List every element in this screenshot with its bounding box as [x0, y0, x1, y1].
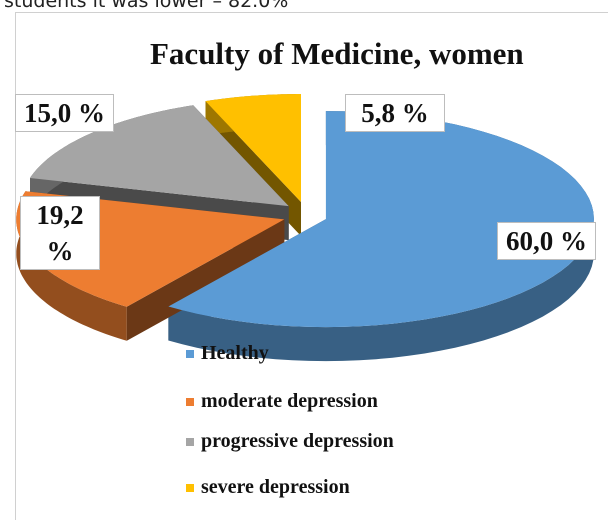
legend-swatch — [186, 350, 194, 359]
pie-slice — [30, 105, 289, 207]
pie-slice — [205, 94, 301, 202]
chart-frame — [15, 12, 608, 520]
legend-label: moderate depression — [201, 390, 378, 412]
legend-item: progressive depression — [186, 430, 394, 453]
slice-rim — [16, 191, 127, 341]
legend-label: progressive depression — [201, 430, 394, 452]
legend-swatch — [186, 438, 194, 447]
legend-label: severe depression — [201, 476, 350, 498]
chart-title: Faculty of Medicine, women — [150, 36, 524, 71]
legend-swatch — [186, 398, 194, 407]
data-label: 60,0 % — [497, 222, 596, 260]
legend-label: Healthy — [201, 342, 269, 364]
legend-swatch — [186, 484, 194, 493]
data-label: 5,8 % — [345, 94, 445, 132]
data-label: 15,0 % — [15, 94, 114, 132]
data-label: 19,2 % — [20, 196, 100, 270]
slice-rim — [168, 111, 594, 362]
legend-item: Healthy — [186, 342, 269, 365]
legend-item: severe depression — [186, 476, 350, 499]
pie-slice — [168, 111, 594, 328]
caption: students it was lower – 82.0% — [4, 0, 289, 12]
legend-item: moderate depression — [186, 390, 378, 413]
slice-edge — [126, 219, 285, 341]
